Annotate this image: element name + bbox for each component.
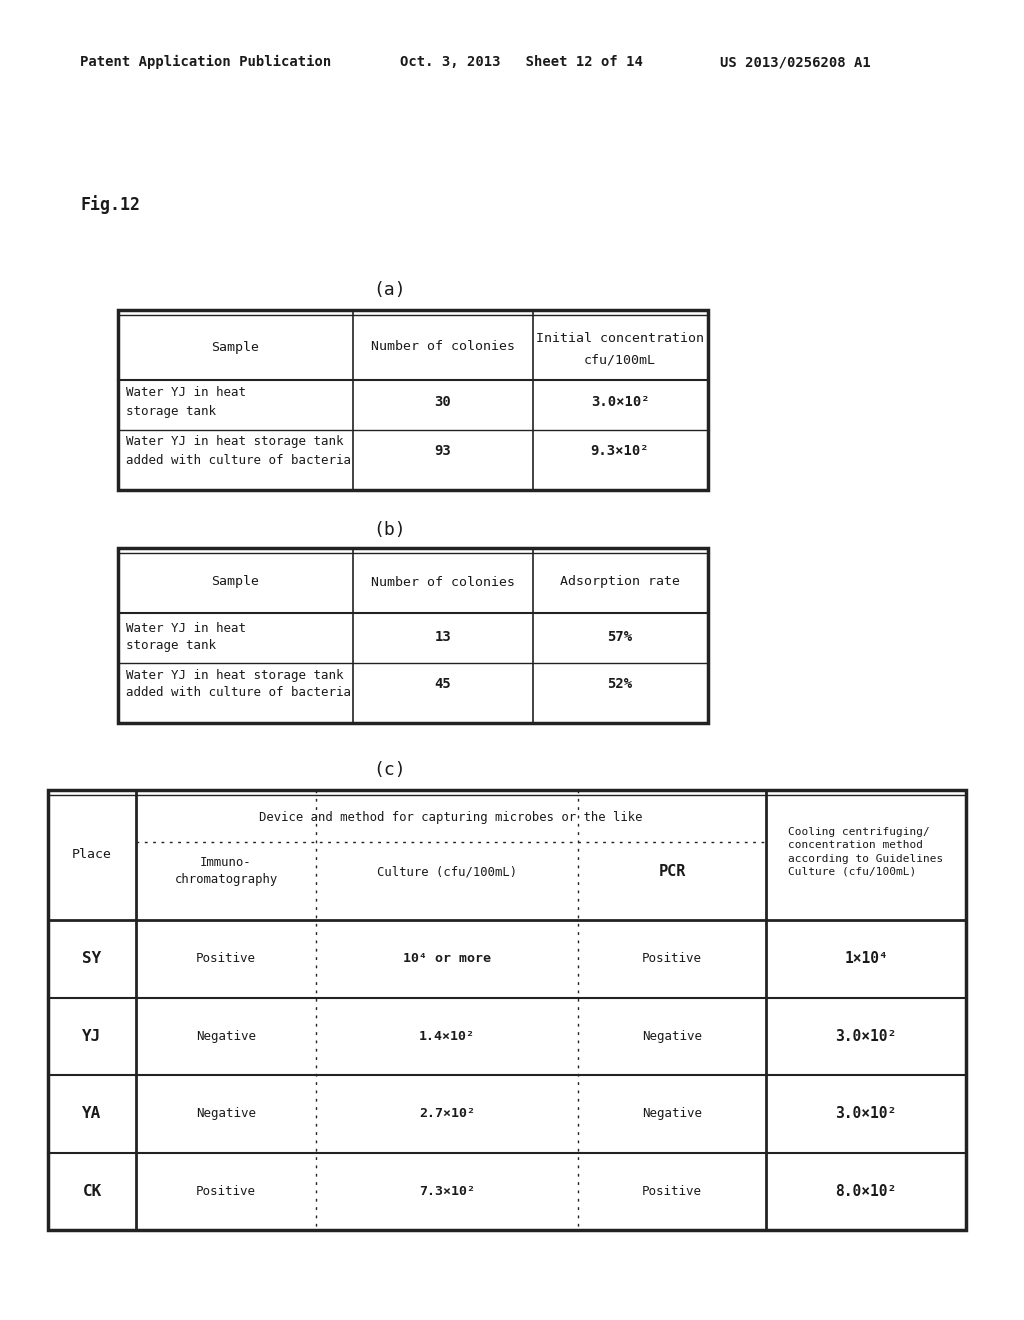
Text: 10⁴ or more: 10⁴ or more <box>403 952 490 965</box>
Text: 45: 45 <box>434 677 452 690</box>
Text: Sample: Sample <box>211 341 259 354</box>
Text: Water YJ in heat storage tank: Water YJ in heat storage tank <box>126 668 343 681</box>
Text: SY: SY <box>82 952 101 966</box>
Text: Culture (cfu/100mL): Culture (cfu/100mL) <box>377 866 517 879</box>
Text: 3.0×10²: 3.0×10² <box>836 1106 897 1121</box>
Text: Positive: Positive <box>642 952 702 965</box>
Text: added with culture of bacteria: added with culture of bacteria <box>126 454 351 466</box>
Text: Water YJ in heat: Water YJ in heat <box>126 622 246 635</box>
Text: 13: 13 <box>434 630 452 644</box>
Text: 3.0×10²: 3.0×10² <box>591 395 649 409</box>
Text: Positive: Positive <box>196 1185 256 1197</box>
Text: Water YJ in heat: Water YJ in heat <box>126 387 246 400</box>
Text: Adsorption rate: Adsorption rate <box>560 576 680 589</box>
Text: Immuno-: Immuno- <box>200 855 252 869</box>
Text: US 2013/0256208 A1: US 2013/0256208 A1 <box>720 55 870 69</box>
Text: storage tank: storage tank <box>126 639 216 652</box>
Text: storage tank: storage tank <box>126 404 216 417</box>
Text: 52%: 52% <box>607 677 633 690</box>
Text: Fig.12: Fig.12 <box>80 195 140 214</box>
Text: (c): (c) <box>374 762 407 779</box>
Text: added with culture of bacteria: added with culture of bacteria <box>126 686 351 700</box>
Text: Device and method for capturing microbes or the like: Device and method for capturing microbes… <box>259 812 643 825</box>
Text: Positive: Positive <box>196 952 256 965</box>
Text: Negative: Negative <box>642 1030 702 1043</box>
Text: YJ: YJ <box>82 1028 101 1044</box>
Text: Initial concentration: Initial concentration <box>536 331 705 345</box>
Text: PCR: PCR <box>658 865 686 879</box>
Text: Cooling centrifuging/
concentration method
according to Guidelines
Culture (cfu/: Cooling centrifuging/ concentration meth… <box>788 828 944 876</box>
Text: 8.0×10²: 8.0×10² <box>836 1184 897 1199</box>
Text: Oct. 3, 2013   Sheet 12 of 14: Oct. 3, 2013 Sheet 12 of 14 <box>400 55 643 69</box>
Text: 9.3×10²: 9.3×10² <box>591 444 649 458</box>
Text: 3.0×10²: 3.0×10² <box>836 1028 897 1044</box>
Text: Negative: Negative <box>196 1107 256 1121</box>
Text: 57%: 57% <box>607 630 633 644</box>
Text: cfu/100mL: cfu/100mL <box>584 354 656 367</box>
Text: 7.3×10²: 7.3×10² <box>419 1185 475 1197</box>
Text: Patent Application Publication: Patent Application Publication <box>80 55 331 69</box>
Text: 1×10⁴: 1×10⁴ <box>844 952 888 966</box>
Text: 93: 93 <box>434 444 452 458</box>
Text: 1.4×10²: 1.4×10² <box>419 1030 475 1043</box>
Text: Negative: Negative <box>196 1030 256 1043</box>
Bar <box>118 548 708 723</box>
Text: Positive: Positive <box>642 1185 702 1197</box>
Text: CK: CK <box>82 1184 101 1199</box>
Bar <box>48 789 966 1230</box>
Text: Negative: Negative <box>642 1107 702 1121</box>
Text: Number of colonies: Number of colonies <box>371 576 515 589</box>
Text: Water YJ in heat storage tank: Water YJ in heat storage tank <box>126 436 343 449</box>
Text: (a): (a) <box>374 281 407 300</box>
Text: Number of colonies: Number of colonies <box>371 341 515 354</box>
Text: YA: YA <box>82 1106 101 1121</box>
Text: chromatography: chromatography <box>174 874 278 887</box>
Text: Sample: Sample <box>211 576 259 589</box>
Text: 2.7×10²: 2.7×10² <box>419 1107 475 1121</box>
Bar <box>118 310 708 490</box>
Text: Place: Place <box>72 849 112 862</box>
Text: 30: 30 <box>434 395 452 409</box>
Text: (b): (b) <box>374 521 407 539</box>
